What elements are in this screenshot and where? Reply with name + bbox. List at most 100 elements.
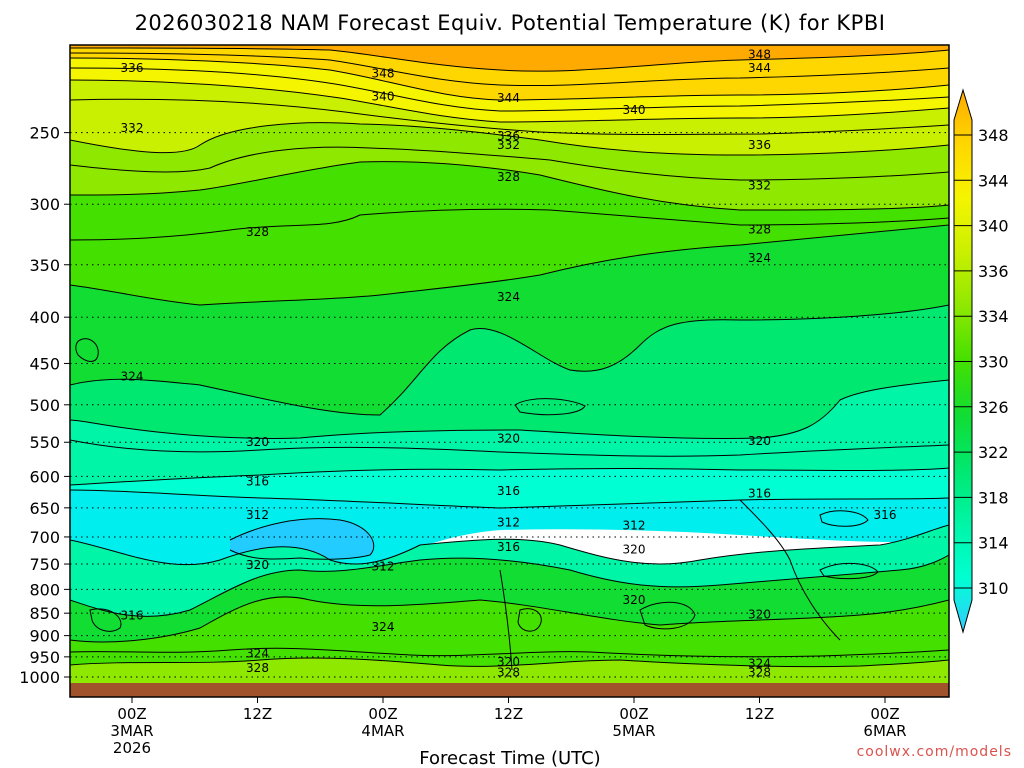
contour-label: 328 <box>497 665 520 679</box>
band-320 <box>70 305 949 439</box>
contour-label: 336 <box>497 129 520 143</box>
contour-label: 316 <box>497 484 520 498</box>
colorbar-label: 344 <box>978 171 1009 190</box>
x-tick-label: 00Z <box>619 705 648 723</box>
contour-label: 316 <box>748 487 771 501</box>
y-tick-label: 350 <box>29 256 60 275</box>
band-332 <box>70 122 949 210</box>
contour-label: 320 <box>748 608 771 622</box>
x-tick-label: 00Z <box>368 705 397 723</box>
pressure-gridlines <box>70 132 949 678</box>
x-tick-label: 12Z <box>745 705 774 723</box>
colorbar: 348 344 340 336 334 330 326 322 318 314 310 <box>953 88 1009 634</box>
contour-label: 324 <box>372 620 395 634</box>
contour-label: 328 <box>748 223 771 237</box>
colorbar-label: 314 <box>978 534 1009 553</box>
plot-frame <box>69 44 950 698</box>
colorbar-label: 318 <box>978 488 1009 507</box>
contour-label: 340 <box>623 103 646 117</box>
contour-label: 320 <box>623 543 646 557</box>
band-336 <box>70 80 949 155</box>
contour-label: 332 <box>497 138 520 152</box>
y-tick-label: 250 <box>29 124 60 143</box>
contour-label: 320 <box>748 434 771 448</box>
colorbar-label: 310 <box>978 579 1009 598</box>
contour-label: 316 <box>497 540 520 554</box>
x-tick-label: 00Z <box>870 705 899 723</box>
y-tick-label: 750 <box>29 555 60 574</box>
contour-label: 336 <box>121 61 144 75</box>
contour-label: 344 <box>748 61 771 75</box>
band-324 <box>70 225 949 415</box>
contour-label: 328 <box>497 170 520 184</box>
y-axis: 250 300 350 400 450 500 550 600 650 700 750 800 850 9… <box>19 124 70 687</box>
x-tick-sublabel: 4MAR <box>361 722 404 740</box>
contour-label: 316 <box>121 608 144 622</box>
plot-area <box>70 45 949 697</box>
y-tick-label: 800 <box>29 580 60 599</box>
ground-strip <box>70 683 949 697</box>
x-tick-label: 12Z <box>243 705 272 723</box>
y-tick-label: 550 <box>29 433 60 452</box>
contour-lines <box>70 47 949 671</box>
contour-label: 320 <box>497 432 520 446</box>
contour-label: 336 <box>748 138 771 152</box>
y-tick-label: 850 <box>29 604 60 623</box>
y-tick-label: 650 <box>29 499 60 518</box>
y-tick-label: 450 <box>29 354 60 373</box>
contour-label: 348 <box>372 66 395 80</box>
contour-label: 312 <box>246 508 269 522</box>
y-tick-label: 500 <box>29 396 60 415</box>
contour-label: 324 <box>748 251 771 265</box>
colorbar-label: 336 <box>978 262 1009 281</box>
colorbar-label: 326 <box>978 398 1009 417</box>
contour-label: 324 <box>121 369 144 383</box>
y-tick-label: 600 <box>29 467 60 486</box>
x-tick-sublabel: 5MAR <box>612 722 655 740</box>
contour-label: 316 <box>874 508 897 522</box>
band-312 <box>70 468 949 508</box>
colorbar-label: 322 <box>978 443 1009 462</box>
x-tick-sublabel: 6MAR <box>863 722 906 740</box>
band-348 <box>70 45 949 72</box>
contour-label: 320 <box>246 435 269 449</box>
band-344 <box>70 48 949 100</box>
contour-label: 324 <box>246 647 269 661</box>
band-316 <box>70 380 949 485</box>
contour-label: 332 <box>748 178 771 192</box>
y-tick-label: 700 <box>29 528 60 547</box>
colorbar-label: 348 <box>978 126 1009 145</box>
contour-label: 328 <box>246 661 269 675</box>
contour-label: 320 <box>246 558 269 572</box>
x-axis-label: Forecast Time (UTC) <box>419 748 600 768</box>
contour-label: 328 <box>748 665 771 679</box>
band-310 <box>70 490 949 597</box>
y-tick-label: 950 <box>29 648 60 667</box>
contour-label: 312 <box>497 516 520 530</box>
contour-label: 312 <box>372 560 395 574</box>
contour-label: 316 <box>246 475 269 489</box>
colorbar-label: 340 <box>978 217 1009 236</box>
x-tick-sublabel: 3MAR <box>110 722 153 740</box>
colorbar-label: 334 <box>978 307 1009 326</box>
contour-label: 312 <box>623 519 646 533</box>
chart-title: 2026030218 NAM Forecast Equiv. Potential… <box>135 11 886 35</box>
contour-label: 340 <box>372 89 395 103</box>
contour-label: 344 <box>497 91 520 105</box>
y-tick-label: 300 <box>29 195 60 214</box>
contour-label: 328 <box>246 225 269 239</box>
colorbar-label: 330 <box>978 353 1009 372</box>
y-tick-label: 900 <box>29 627 60 646</box>
x-tick-label: 12Z <box>494 705 523 723</box>
contour-label: 320 <box>623 593 646 607</box>
y-tick-label: 400 <box>29 308 60 327</box>
contour-label: 320 <box>497 655 520 669</box>
x-tick-label: 00Z <box>117 705 146 723</box>
contour-label: 324 <box>497 290 520 304</box>
credit-text: coolwx.com/models <box>857 744 1012 760</box>
y-tick-label: 1000 <box>19 668 60 687</box>
contour-label: 332 <box>121 121 144 135</box>
